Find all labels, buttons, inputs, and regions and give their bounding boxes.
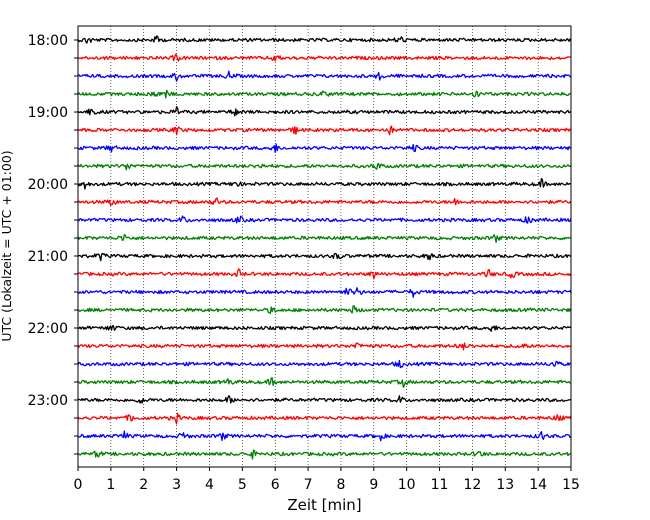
x-tick-label: 10 bbox=[398, 477, 416, 493]
y-tick-label: 23:00 bbox=[28, 393, 68, 409]
x-axis: 0 1 2 3 4 5 6 7 8 9 10 11 12 13 14 15 bbox=[74, 467, 580, 493]
x-tick-label: 6 bbox=[271, 477, 280, 493]
x-tick-label: 13 bbox=[496, 477, 514, 493]
x-axis-label: Zeit [min] bbox=[287, 496, 361, 514]
seismic-trace bbox=[77, 163, 572, 171]
x-tick-label: 3 bbox=[172, 477, 181, 493]
seismic-trace bbox=[77, 233, 572, 244]
seismic-trace bbox=[77, 268, 572, 280]
y-tick-label: 18:00 bbox=[28, 33, 68, 49]
x-tick-label: 7 bbox=[304, 477, 313, 493]
seismic-trace bbox=[77, 106, 572, 117]
x-tick-label: 0 bbox=[74, 477, 83, 493]
seismic-trace bbox=[77, 395, 572, 404]
x-tick-label: 5 bbox=[238, 477, 247, 493]
seismic-trace bbox=[77, 449, 572, 460]
seismic-trace bbox=[77, 35, 572, 44]
x-tick-label: 8 bbox=[336, 477, 345, 493]
seismic-trace bbox=[77, 342, 572, 351]
seismic-trace bbox=[77, 197, 572, 206]
seismic-trace bbox=[77, 287, 572, 298]
seismic-trace bbox=[77, 305, 572, 314]
x-tick-label: 9 bbox=[369, 477, 378, 493]
x-tick-label: 14 bbox=[529, 477, 547, 493]
x-tick-label: 2 bbox=[139, 477, 148, 493]
seismic-trace bbox=[77, 412, 572, 425]
y-tick-label: 21:00 bbox=[28, 249, 68, 265]
x-tick-label: 4 bbox=[205, 477, 214, 493]
y-axis: 18:00 19:00 20:00 21:00 22:00 23:00 bbox=[28, 33, 78, 455]
seismic-trace bbox=[77, 215, 572, 224]
y-axis-label: UTC (Lokalzeit = UTC + 01:00) bbox=[0, 150, 14, 341]
x-tick-label: 15 bbox=[562, 477, 580, 493]
x-tick-label: 12 bbox=[463, 477, 481, 493]
seismic-trace bbox=[77, 377, 572, 389]
y-tick-label: 22:00 bbox=[28, 321, 68, 337]
x-tick-label: 11 bbox=[431, 477, 449, 493]
seismic-trace bbox=[77, 89, 572, 99]
seismic-trace bbox=[77, 359, 572, 369]
y-tick-label: 20:00 bbox=[28, 177, 68, 193]
seismic-trace bbox=[77, 430, 572, 442]
seismic-trace bbox=[77, 53, 572, 62]
plot-frame bbox=[77, 25, 572, 468]
seismic-trace bbox=[77, 177, 572, 190]
seismic-trace bbox=[77, 70, 572, 82]
seismic-traces bbox=[77, 35, 572, 460]
seismic-trace bbox=[77, 125, 572, 136]
seismic-trace bbox=[77, 252, 572, 262]
seismic-trace bbox=[78, 325, 572, 332]
y-tick-label: 19:00 bbox=[28, 105, 68, 121]
seismic-trace bbox=[77, 143, 572, 153]
x-tick-label: 1 bbox=[106, 477, 115, 493]
